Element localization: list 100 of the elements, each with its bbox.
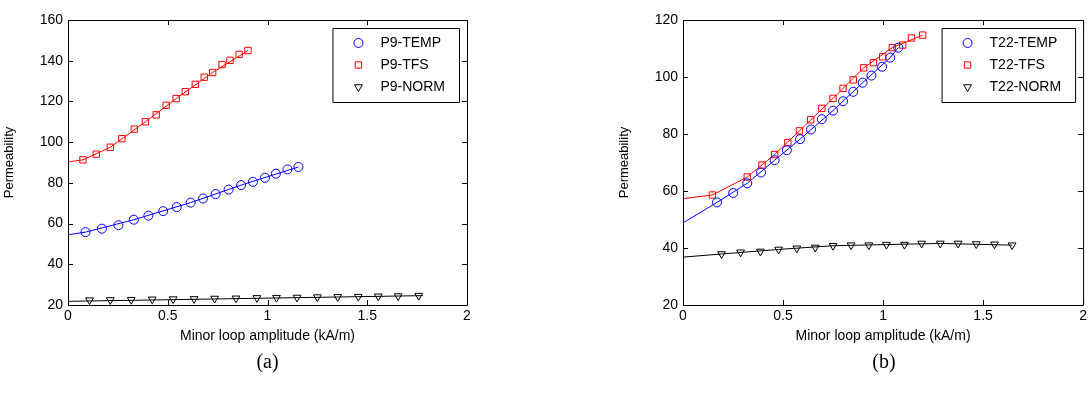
point — [226, 56, 234, 64]
point — [935, 240, 945, 249]
y-tick-label: 40 — [662, 238, 679, 255]
point — [877, 61, 888, 72]
point — [990, 241, 999, 250]
point — [191, 80, 199, 89]
point — [105, 297, 115, 305]
point — [857, 77, 868, 88]
x-tick-label: 1.5 — [357, 307, 378, 324]
point — [141, 118, 150, 126]
point — [898, 41, 907, 49]
text: (a) — [255, 350, 280, 373]
legend-label: P9-NORM — [380, 77, 445, 94]
point — [885, 52, 896, 63]
point — [795, 127, 804, 135]
point — [743, 173, 751, 181]
point — [907, 34, 916, 42]
y-tick-label: 20 — [662, 295, 679, 312]
point — [126, 296, 136, 305]
legend-label: P9-TFS — [380, 55, 429, 72]
point — [712, 197, 723, 208]
point — [918, 31, 927, 39]
point — [130, 125, 138, 133]
point — [113, 220, 124, 231]
y-tick-label: 100 — [654, 67, 679, 84]
point — [866, 70, 877, 81]
point — [158, 206, 169, 217]
y-tick-label: 140 — [39, 51, 64, 68]
point — [208, 68, 217, 77]
point — [231, 295, 241, 304]
y-tick-label: 120 — [654, 10, 679, 27]
point — [292, 294, 302, 303]
point — [106, 143, 114, 151]
legend-label: T22-NORM — [989, 77, 1062, 94]
point — [218, 60, 226, 69]
point — [282, 164, 293, 175]
point — [147, 296, 157, 305]
point — [96, 223, 107, 234]
point — [878, 53, 887, 61]
point — [210, 295, 220, 304]
point — [235, 50, 243, 59]
point — [79, 156, 87, 164]
y-tick-label: 40 — [47, 255, 64, 272]
point — [869, 59, 878, 67]
point — [85, 297, 94, 305]
point — [353, 293, 363, 302]
point — [185, 197, 196, 208]
point — [92, 150, 101, 158]
y-tick-label: 60 — [662, 181, 679, 198]
point — [143, 210, 154, 221]
point — [728, 188, 739, 198]
point — [795, 134, 806, 145]
point — [223, 184, 234, 195]
point — [829, 94, 837, 103]
point — [846, 242, 856, 251]
x-axis-title: Minor loop amplitude (kA/m) — [795, 327, 971, 344]
y-tick-label: 100 — [39, 133, 64, 149]
point — [859, 64, 868, 72]
point — [244, 46, 252, 55]
point — [774, 246, 784, 255]
point — [756, 248, 765, 257]
y-tick-label: 20 — [47, 295, 64, 312]
point — [210, 189, 221, 200]
point — [152, 111, 160, 119]
point — [806, 116, 815, 124]
point — [848, 86, 859, 97]
x-tick-label: 1.5 — [973, 307, 994, 324]
point — [770, 150, 779, 159]
point — [864, 242, 874, 251]
x-tick-label: 1 — [263, 307, 272, 324]
point — [312, 294, 322, 303]
point — [236, 180, 247, 191]
y-axis-title: Permeability — [616, 126, 632, 199]
point — [708, 191, 717, 199]
y-tick-label: 160 — [39, 10, 64, 27]
y-tick-label: 120 — [39, 92, 64, 109]
legend-label: P9-TEMP — [380, 33, 442, 50]
point — [792, 245, 802, 254]
point — [259, 172, 270, 183]
point — [828, 105, 839, 116]
point — [810, 244, 820, 253]
point — [118, 135, 126, 143]
point — [200, 73, 208, 81]
x-tick-label: 0 — [64, 307, 73, 324]
x-tick-label: 2 — [463, 307, 472, 324]
point — [882, 241, 891, 250]
point — [272, 294, 281, 303]
point — [333, 294, 343, 302]
x-tick-label: 2 — [1079, 307, 1088, 324]
point — [849, 76, 857, 84]
point — [953, 240, 963, 249]
point — [172, 94, 180, 103]
point — [758, 161, 766, 169]
x-axis-title: Minor loop amplitude (kA/m) — [179, 327, 356, 344]
point — [181, 87, 189, 96]
y-tick-label: 80 — [47, 173, 64, 190]
y-tick-label: 60 — [47, 214, 64, 231]
point — [189, 296, 199, 304]
point — [393, 293, 403, 302]
point — [414, 292, 424, 301]
